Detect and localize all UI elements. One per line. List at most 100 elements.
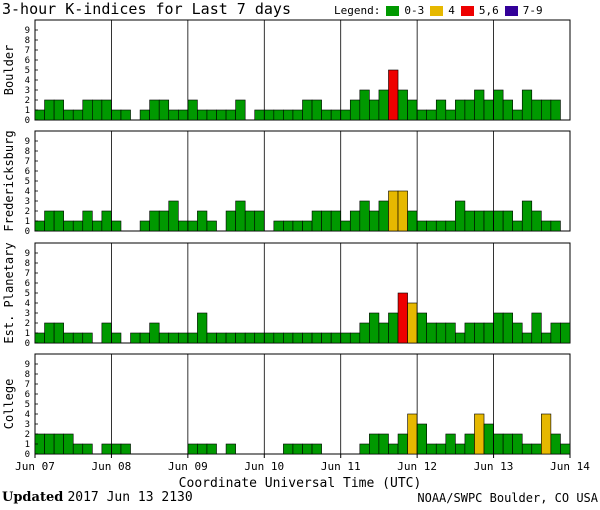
- k-index-bar: [378, 322, 389, 344]
- k-index-bar: [254, 210, 265, 232]
- k-index-bar: [302, 443, 313, 455]
- k-index-bar: [235, 332, 246, 344]
- k-index-bar: [158, 99, 170, 121]
- x-tick-label: Jun 13: [474, 460, 514, 473]
- legend-label: Legend:: [334, 4, 381, 17]
- k-index-bar: [149, 210, 160, 232]
- k-index-bar: [273, 220, 284, 232]
- k-index-bar: [349, 332, 361, 344]
- k-index-bar: [388, 443, 399, 455]
- y-tick-label: 2: [25, 430, 30, 440]
- k-index-bar: [464, 99, 475, 121]
- k-index-bar: [72, 332, 84, 344]
- k-index-bar: [407, 99, 418, 121]
- k-index-bar: [111, 109, 122, 121]
- y-tick-label: 9: [25, 137, 30, 147]
- k-index-bar: [455, 443, 466, 455]
- y-tick-label: 0: [25, 450, 30, 460]
- y-tick-label: 0: [25, 227, 30, 237]
- k-index-bar: [206, 109, 217, 121]
- y-tick-label: 1: [25, 217, 30, 227]
- k-index-bar: [120, 109, 131, 121]
- k-index-bar: [464, 322, 475, 344]
- k-index-bar: [483, 423, 494, 455]
- y-tick-label: 1: [25, 329, 30, 339]
- k-index-bar: [426, 443, 437, 455]
- k-index-bar: [72, 443, 84, 455]
- k-index-bar: [168, 200, 179, 232]
- k-index-bar: [435, 443, 447, 455]
- k-index-bar: [254, 332, 265, 344]
- k-index-bar: [521, 200, 533, 232]
- k-index-bar: [82, 443, 93, 455]
- legend-text-7-9: 7-9: [522, 4, 543, 17]
- k-index-bar: [550, 99, 561, 121]
- k-index-bar: [340, 109, 351, 121]
- k-index-bar: [302, 220, 313, 232]
- k-index-bar: [512, 433, 523, 455]
- k-index-bar: [521, 443, 533, 455]
- legend-item-5-6: 5,6: [460, 4, 499, 17]
- x-tick-label: Jun 11: [321, 460, 361, 473]
- k-index-bar: [178, 332, 189, 344]
- k-index-bar: [311, 443, 322, 455]
- y-tick-label: 3: [25, 197, 30, 207]
- k-index-bar: [397, 433, 408, 455]
- k-index-bar: [330, 109, 342, 121]
- y-tick-label: 2: [25, 207, 30, 217]
- k-index-bar: [244, 210, 256, 232]
- y-tick-label: 0: [25, 116, 30, 126]
- x-axis-title: Coordinate Universal Time (UTC): [178, 476, 422, 491]
- k-index-bar: [273, 109, 284, 121]
- k-index-bar: [292, 220, 303, 232]
- k-index-bar: [493, 210, 504, 232]
- k-index-bar: [359, 443, 370, 455]
- y-tick-label: 7: [25, 269, 30, 279]
- k-index-bar: [273, 332, 284, 344]
- y-tick-label: 3: [25, 309, 30, 319]
- k-index-bar: [455, 332, 466, 344]
- k-index-bar: [349, 99, 361, 121]
- k-index-bar: [44, 433, 55, 455]
- k-index-bar: [369, 99, 380, 121]
- k-index-bar: [197, 109, 208, 121]
- k-index-bar: [82, 210, 93, 232]
- k-index-bar: [531, 210, 542, 232]
- k-index-bar: [187, 443, 198, 455]
- y-tick-label: 0: [25, 339, 30, 349]
- panel-ylabel: College: [2, 379, 16, 430]
- k-index-bar: [550, 220, 561, 232]
- k-index-bar: [111, 443, 122, 455]
- k-index-bar: [369, 433, 380, 455]
- k-index-bar: [283, 109, 294, 121]
- k-index-bar: [283, 332, 294, 344]
- k-index-bar: [435, 220, 447, 232]
- y-tick-label: 9: [25, 26, 30, 36]
- k-index-chart: 0123456789Boulder0123456789Fredericksbur…: [2, 19, 590, 473]
- credit-line: NOAA/SWPC Boulder, CO USA: [417, 491, 598, 505]
- k-index-bar: [502, 99, 513, 121]
- k-index-bar: [521, 332, 533, 344]
- y-tick-label: 6: [25, 167, 30, 177]
- x-tick-label: Jun 08: [92, 460, 132, 473]
- k-index-bar: [541, 332, 552, 344]
- k-index-bar: [225, 332, 236, 344]
- k-index-bar: [378, 433, 389, 455]
- k-index-bar: [369, 210, 380, 232]
- k-index-bar: [359, 200, 370, 232]
- k-index-bar: [263, 109, 275, 121]
- y-tick-label: 2: [25, 319, 30, 329]
- legend-text-5-6: 5,6: [478, 4, 499, 17]
- k-index-bar: [168, 109, 179, 121]
- k-index-bar: [302, 332, 313, 344]
- k-index-bar: [311, 99, 322, 121]
- k-index-bar: [474, 89, 485, 121]
- legend-swatch-green: [386, 5, 400, 16]
- y-tick-label: 4: [25, 76, 30, 86]
- k-index-bar: [330, 210, 342, 232]
- k-index-bar: [397, 190, 408, 232]
- y-tick-label: 3: [25, 86, 30, 96]
- k-index-bar: [187, 332, 198, 344]
- k-index-bar: [53, 99, 64, 121]
- k-index-bar: [502, 210, 513, 232]
